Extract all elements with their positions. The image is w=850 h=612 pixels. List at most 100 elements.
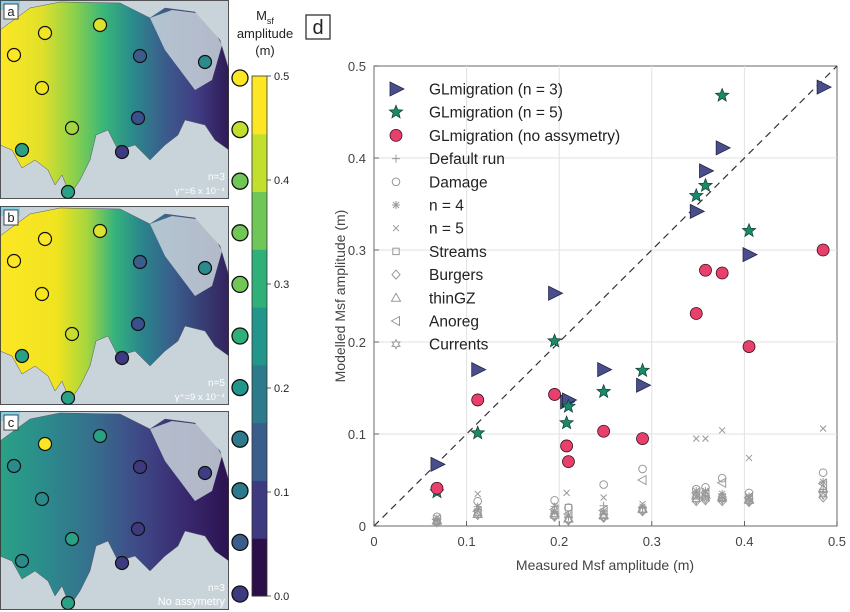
- colorbar-tick-label: 0.0: [274, 591, 289, 603]
- gps-site-marker: [60, 184, 76, 199]
- legend-marker: [391, 338, 401, 350]
- legend-marker: [392, 247, 400, 256]
- colorbar-segment: [252, 133, 267, 193]
- gps-site-marker: [6, 458, 22, 474]
- legend-marker: [392, 201, 400, 209]
- legend-marker: [392, 154, 400, 163]
- colorbar-site-marker: [231, 172, 249, 190]
- x-tick-label: 0.4: [735, 534, 753, 549]
- y-tick-label: 0.2: [348, 335, 366, 350]
- data-point: [688, 187, 704, 203]
- legend-label: Damage: [429, 174, 488, 191]
- data-point: [818, 468, 828, 477]
- gps-site-marker: [197, 260, 213, 276]
- data-points: [429, 79, 833, 528]
- data-point: [744, 495, 754, 507]
- colorbar-frame: [251, 75, 268, 597]
- data-point: [636, 432, 649, 446]
- data-point: [473, 502, 482, 511]
- legend-label: Streams: [429, 244, 487, 261]
- data-point: [563, 489, 570, 497]
- data-point: [742, 246, 758, 263]
- colorbar-tick-label: 0.4: [274, 175, 289, 187]
- colorbar-segment: [252, 480, 267, 539]
- data-point: [741, 222, 757, 238]
- gps-site-marker: [130, 110, 146, 126]
- data-point: [600, 494, 608, 501]
- map-gamma-label: γ⁺=9 x 10⁻⁴: [175, 392, 225, 403]
- colorbar-segment: [252, 364, 267, 424]
- map-panel-letter: b: [7, 210, 14, 225]
- legend-label: n = 4: [429, 198, 464, 215]
- map-panel-b: [0, 206, 229, 405]
- legend-marker: [392, 224, 400, 232]
- data-point: [597, 361, 613, 378]
- x-tick-label: 0.3: [643, 534, 661, 549]
- series-glmigration-no-assymetry-: [430, 243, 830, 495]
- colorbar-ticks: 0.5 0.4 0.3 0.2 0.1 0.0: [267, 71, 289, 603]
- colorbar-title-line2: amplitude: [237, 26, 293, 41]
- ice-shelf-gap: [150, 216, 222, 296]
- data-point: [817, 478, 828, 490]
- data-point: [470, 425, 486, 440]
- y-tick-label: 0.5: [348, 59, 366, 74]
- data-point: [432, 515, 442, 528]
- map-frame: [0, 0, 229, 199]
- map-panel-letter: a: [7, 4, 15, 19]
- data-point: [597, 424, 611, 438]
- data-point: [430, 456, 446, 473]
- gps-site-marker: [64, 120, 80, 136]
- series-currents: [432, 489, 828, 528]
- legend-label: Anoreg: [429, 314, 479, 331]
- data-point: [700, 492, 711, 505]
- colorbar-site-marker: [231, 69, 249, 87]
- x-tick-label: 0.5: [828, 534, 846, 549]
- data-point: [689, 203, 706, 220]
- data-point: [819, 477, 828, 486]
- data-point: [637, 504, 648, 516]
- colorbar-segments: [251, 75, 268, 597]
- legend-label: GLmigration (n = 5): [429, 105, 563, 122]
- y-tick-labels: 0 0.1 0.2 0.3 0.4 0.5: [348, 59, 379, 534]
- legend: GLmigration (n = 3) GLmigration (n = 5) GL…: [388, 81, 620, 354]
- colorbar-segment: [252, 191, 267, 250]
- data-point: [742, 340, 756, 354]
- gps-site-marker: [60, 390, 76, 405]
- colorbar: Msf amplitude (m) 0.5 0.4 0.3 0.2 0.1 0.0: [231, 8, 293, 603]
- gps-site-marker: [34, 491, 50, 507]
- y-tick-label: 0.4: [348, 151, 366, 166]
- panel-letter-box: [305, 14, 331, 40]
- data-point: [636, 377, 652, 393]
- x-tick-label: 0.1: [458, 534, 476, 549]
- map-note-label: No assymetry: [158, 596, 226, 608]
- gps-site-marker: [114, 350, 130, 366]
- colorbar-segment: [252, 307, 267, 366]
- colorbar-segment: [252, 249, 267, 308]
- gps-site-marker: [37, 436, 53, 452]
- data-point: [716, 491, 728, 501]
- data-point: [819, 425, 827, 432]
- data-point: [548, 388, 561, 401]
- legend-marker: [391, 269, 401, 280]
- map-panel-c: [0, 411, 229, 610]
- data-point: [745, 454, 753, 462]
- gps-site-marker: [60, 595, 76, 610]
- gps-site-marker: [64, 326, 80, 342]
- data-point: [692, 435, 700, 442]
- colorbar-tick-label: 0.2: [274, 383, 289, 395]
- y-axis-label: Modelled Msf amplitude (m): [332, 210, 348, 383]
- gps-site-marker: [34, 80, 50, 96]
- data-point: [471, 393, 485, 407]
- colorbar-tick-label: 0.3: [274, 279, 289, 291]
- data-point: [550, 495, 559, 505]
- x-tick-label: 0: [370, 534, 377, 549]
- colorbar-site-marker: [231, 120, 249, 139]
- gps-site-marker: [64, 531, 80, 547]
- gps-site-marker: [132, 48, 148, 64]
- legend-marker: [390, 292, 402, 302]
- gps-site-marker: [197, 54, 213, 70]
- map-n-label: n=5: [208, 378, 225, 389]
- one-to-one-line: [373, 65, 838, 527]
- data-point: [598, 511, 609, 523]
